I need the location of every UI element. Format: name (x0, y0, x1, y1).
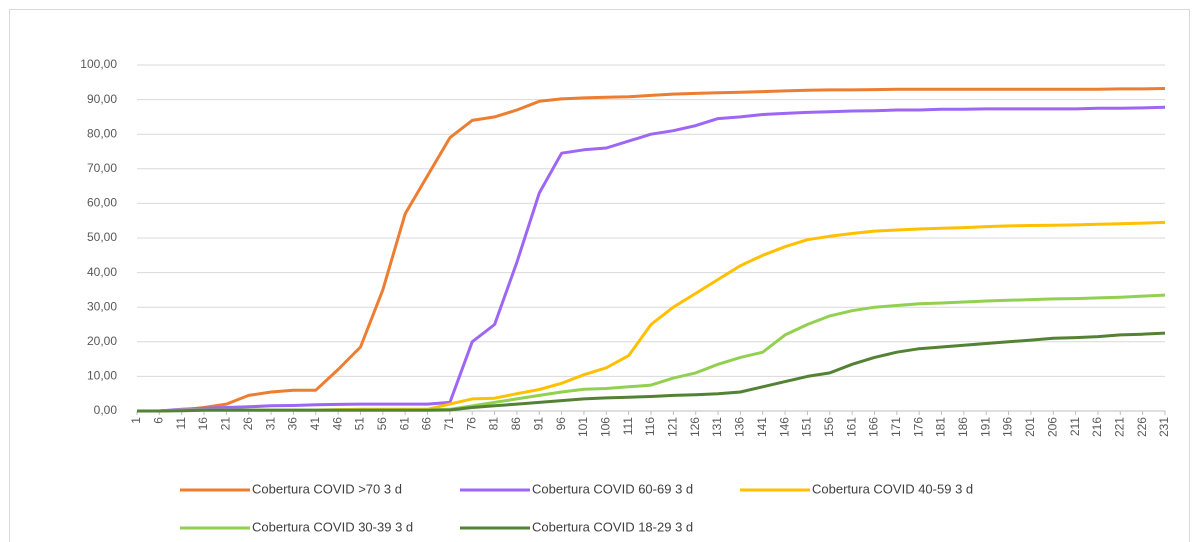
series-line (137, 105, 1166, 413)
series-line (137, 87, 1166, 413)
x-tick-label: 6 (152, 417, 166, 424)
x-tick-label: 196 (1001, 417, 1015, 437)
x-tick-label: 81 (487, 417, 501, 431)
y-tick-label: 30,00 (87, 299, 117, 313)
x-tick-label: 216 (1090, 417, 1104, 437)
x-tick-label: 211 (1068, 417, 1082, 436)
x-tick-label: 106 (598, 417, 612, 437)
x-tick-label: 21 (219, 417, 233, 431)
x-tick-label: 186 (956, 417, 970, 437)
y-tick-label: 80,00 (87, 126, 117, 140)
x-tick-label: 201 (1023, 417, 1037, 437)
y-tick-label: 0,00 (94, 403, 118, 417)
x-tick-label: 226 (1135, 417, 1149, 437)
y-tick-label: 10,00 (87, 369, 117, 383)
x-tick-label: 1 (129, 417, 143, 424)
y-tick-label: 100,00 (80, 57, 117, 71)
x-tick-label: 66 (420, 417, 434, 431)
x-tick-label: 151 (800, 417, 814, 437)
x-tick-label: 51 (353, 417, 367, 431)
x-tick-label: 176 (911, 417, 925, 437)
x-tick-label: 46 (330, 417, 344, 431)
x-tick-label: 166 (867, 417, 881, 437)
x-tick-label: 171 (889, 417, 903, 437)
legend: Cobertura COVID 40-59 3 d (812, 481, 973, 496)
y-tick-label: 40,00 (87, 265, 117, 279)
x-tick-label: 11 (174, 417, 188, 430)
x-tick-label: 161 (844, 417, 858, 437)
legend: Cobertura COVID 30-39 3 d (252, 519, 413, 534)
legend: Cobertura COVID >70 3 d (252, 481, 402, 496)
x-tick-label: 206 (1045, 417, 1059, 437)
series-line (137, 331, 1166, 413)
x-tick-label: 16 (196, 417, 210, 431)
x-tick-label: 91 (531, 417, 545, 431)
x-tick-label: 221 (1112, 417, 1126, 437)
x-tick-label: 56 (375, 417, 389, 431)
y-tick-label: 90,00 (87, 92, 117, 106)
x-tick-label: 131 (710, 417, 724, 437)
x-tick-label: 31 (263, 417, 277, 431)
x-tick-label: 41 (308, 417, 322, 431)
y-tick-label: 60,00 (87, 196, 117, 210)
y-tick-label: 70,00 (87, 161, 117, 175)
x-tick-label: 26 (241, 417, 255, 431)
x-tick-label: 146 (777, 417, 791, 437)
y-tick-label: 50,00 (87, 230, 117, 244)
x-tick-label: 71 (442, 417, 456, 431)
x-tick-label: 111 (621, 417, 635, 436)
x-tick-label: 96 (554, 417, 568, 431)
x-tick-label: 86 (509, 417, 523, 431)
x-tick-label: 231 (1157, 417, 1171, 437)
x-tick-label: 141 (755, 417, 769, 437)
x-tick-label: 101 (576, 417, 590, 437)
x-tick-label: 136 (733, 417, 747, 437)
x-tick-label: 61 (397, 417, 411, 431)
x-tick-label: 121 (666, 417, 680, 437)
y-tick-label: 20,00 (87, 334, 117, 348)
x-tick-label: 191 (978, 417, 992, 437)
x-tick-label: 76 (464, 417, 478, 431)
x-tick-label: 36 (286, 417, 300, 431)
x-tick-label: 126 (688, 417, 702, 437)
legend: Cobertura COVID 18-29 3 d (532, 519, 693, 534)
x-tick-label: 156 (822, 417, 836, 437)
x-tick-label: 116 (643, 417, 657, 436)
legend: Cobertura COVID 60-69 3 d (532, 481, 693, 496)
x-tick-label: 181 (934, 417, 948, 437)
